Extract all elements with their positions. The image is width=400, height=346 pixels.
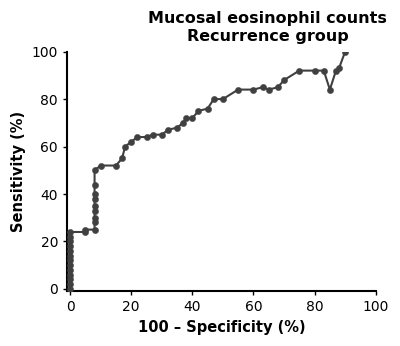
Title: Mucosal eosinophil counts
Recurrence group: Mucosal eosinophil counts Recurrence gro… xyxy=(148,11,387,44)
X-axis label: 100 – Specificity (%): 100 – Specificity (%) xyxy=(138,320,305,335)
Y-axis label: Sensitivity (%): Sensitivity (%) xyxy=(11,111,26,232)
